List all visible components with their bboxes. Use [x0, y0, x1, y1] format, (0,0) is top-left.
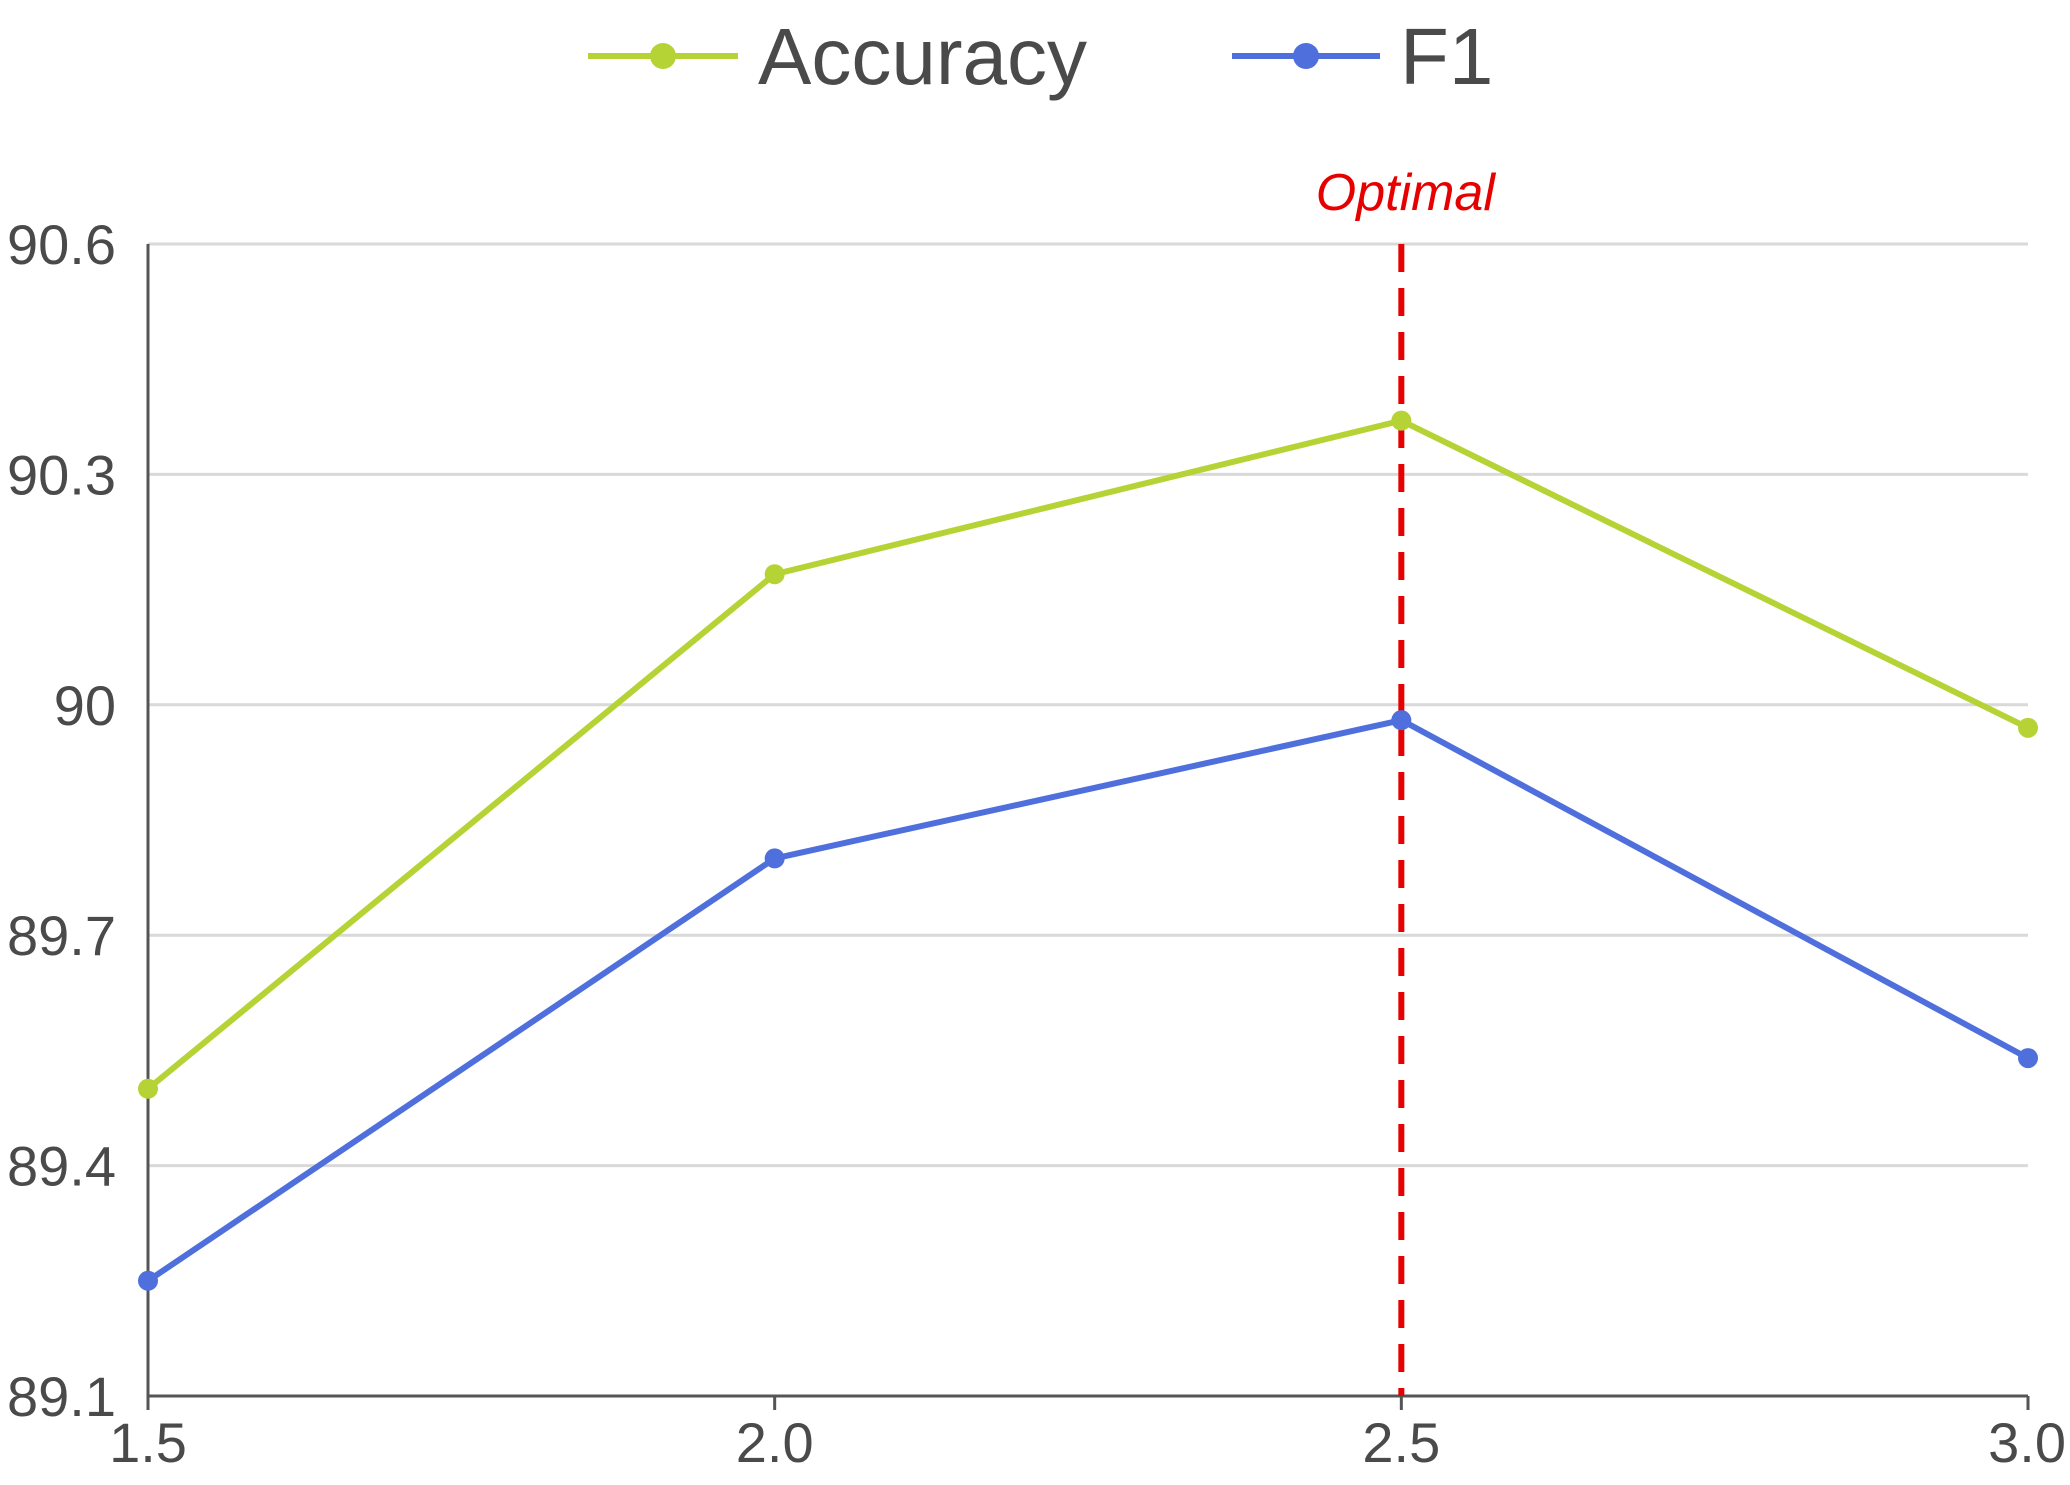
y-tick-label: 89.4	[7, 1135, 116, 1198]
data-point-f1	[1391, 710, 1412, 731]
legend: Accuracy F1	[588, 12, 1493, 101]
series-group	[138, 410, 2038, 1291]
legend-label: F1	[1400, 12, 1493, 101]
legend-item-f1: F1	[1232, 12, 1493, 101]
gridlines	[148, 242, 2028, 1168]
x-tick-label: 1.5	[109, 1411, 187, 1474]
series-line-f1	[146, 717, 2030, 1284]
axes	[146, 244, 2030, 1410]
series-accuracy	[138, 410, 2038, 1099]
x-tick-label: 3.0	[1988, 1411, 2066, 1474]
legend-marker	[650, 43, 676, 69]
optimal-annotation: Optimal	[1316, 164, 1497, 1396]
x-tick-label: 2.5	[1362, 1411, 1440, 1474]
y-tick-label: 89.1	[7, 1365, 116, 1428]
legend-label: Accuracy	[758, 12, 1087, 101]
data-point-accuracy	[764, 564, 785, 585]
y-tick-labels: 89.1 89.4 89.7 90 90.3 90.6	[7, 213, 116, 1428]
legend-item-accuracy: Accuracy	[588, 12, 1087, 101]
data-point-accuracy	[138, 1078, 158, 1099]
optimal-label: Optimal	[1316, 164, 1497, 222]
data-point-f1	[138, 1270, 158, 1291]
legend-marker	[1293, 43, 1319, 69]
series-f1	[138, 710, 2038, 1291]
data-point-accuracy	[2018, 717, 2038, 738]
y-tick-label: 90.6	[7, 213, 116, 276]
data-point-f1	[764, 848, 785, 869]
series-line-accuracy	[146, 417, 2030, 1092]
y-tick-label: 90.3	[7, 443, 116, 506]
x-tick-label: 2.0	[736, 1411, 814, 1474]
data-point-f1	[2018, 1048, 2038, 1069]
y-tick-label: 90	[54, 674, 116, 737]
y-tick-label: 89.7	[7, 904, 116, 967]
x-tick-labels: 1.5 2.0 2.5 3.0	[109, 1411, 2066, 1474]
data-point-accuracy	[1391, 410, 1412, 431]
